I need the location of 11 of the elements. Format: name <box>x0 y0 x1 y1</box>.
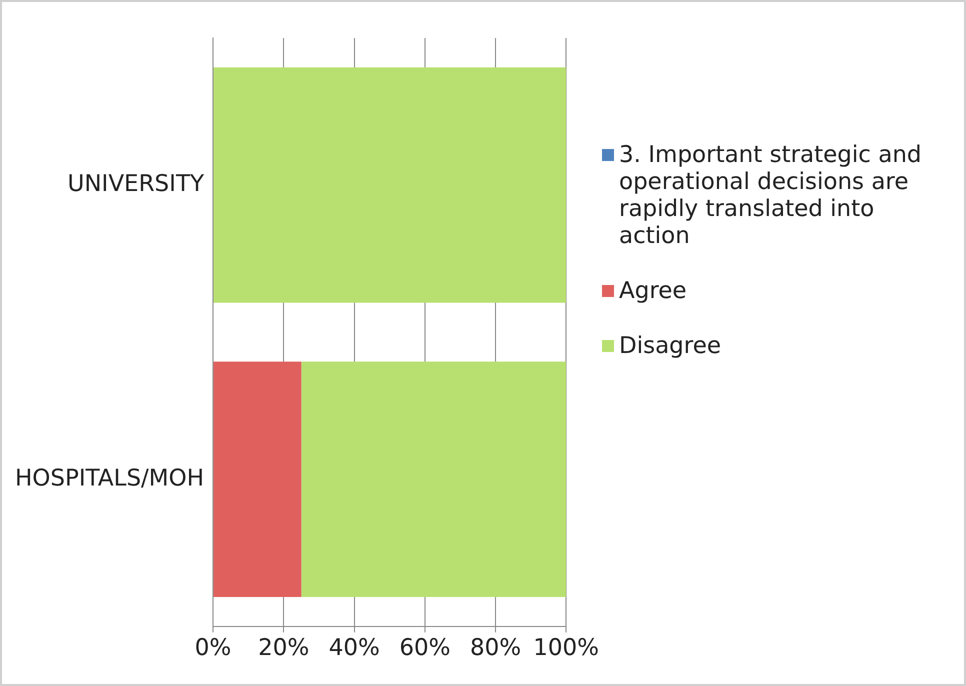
x-tick-label: 60% <box>399 635 450 662</box>
x-tick-label: 100% <box>533 635 600 662</box>
legend-label: 3. Important strategic and operational decisions are rapidly translated into action <box>619 142 923 250</box>
legend-label: Agree <box>619 278 687 305</box>
y-tick-label: UNIVERSITY <box>67 171 205 198</box>
y-tick-label: HOSPITALS/MOH <box>14 465 204 492</box>
x-tick-label: 0% <box>194 635 232 662</box>
x-tick-label: 20% <box>258 635 310 662</box>
x-tick-label: 80% <box>470 635 522 662</box>
x-tick-label: 40% <box>328 635 380 662</box>
legend-label: Disagree <box>619 333 722 360</box>
